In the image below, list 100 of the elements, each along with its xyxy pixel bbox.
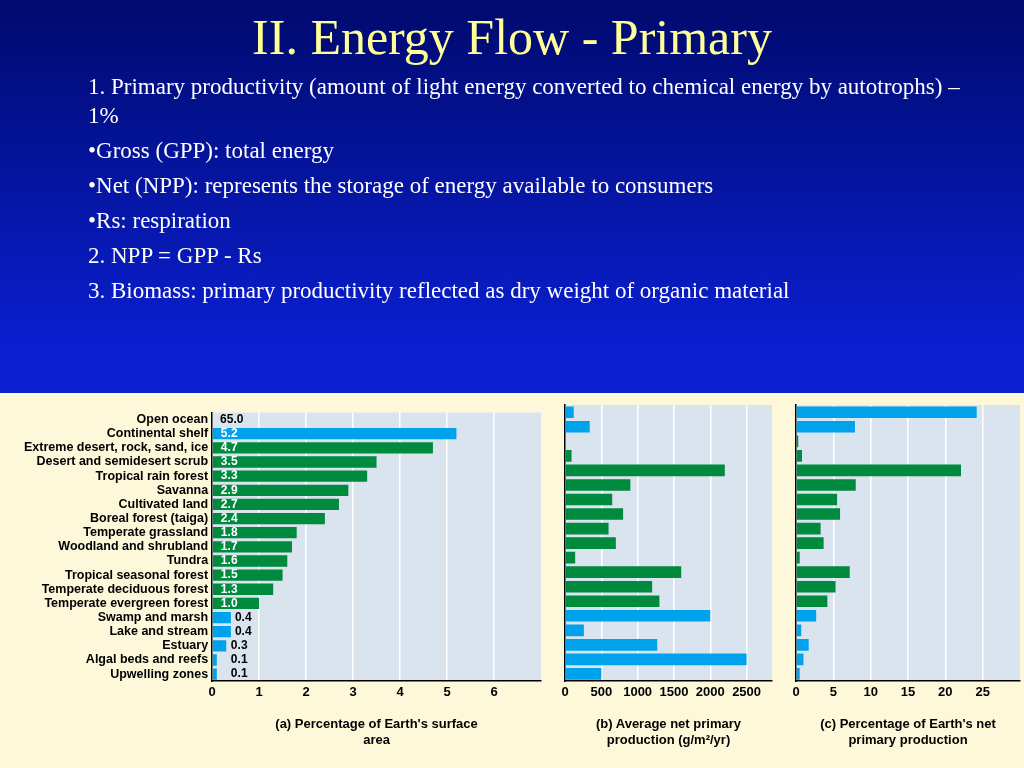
x-tick-label: 1500	[659, 683, 689, 699]
y-tick-label: Tropical rain forest	[95, 468, 209, 483]
bar	[212, 640, 227, 652]
bar	[565, 639, 658, 651]
y-tick-label: Algal beds and reefs	[85, 652, 209, 667]
bar	[796, 493, 838, 506]
data-label: 2.7	[220, 496, 238, 511]
bar	[565, 551, 576, 564]
bar	[796, 537, 824, 549]
x-tick-label: 1000	[623, 683, 653, 699]
x-tick-label: 5	[829, 683, 837, 699]
bar	[796, 508, 841, 520]
bar	[212, 626, 231, 638]
bar	[565, 537, 616, 549]
data-label: 2.9	[220, 482, 238, 497]
y-tick-label: Woodland and shrubland	[58, 539, 209, 554]
x-tick-label: 2500	[732, 683, 762, 699]
y-tick-label: Estuary	[162, 638, 209, 653]
y-tick-label: Tundra	[166, 553, 210, 568]
chart-title: II. Energy Flow - Primary	[251, 8, 773, 66]
text: 1. Primary productivity (amount of light energy converted to chemical energy by autotrophs) – 1%	[88, 73, 961, 130]
data-label: 0.4	[234, 624, 252, 639]
bar	[796, 522, 821, 535]
y-tick-label: Temperate deciduous forest	[41, 581, 209, 596]
data-label: 5.2	[220, 426, 238, 441]
bar	[212, 442, 433, 454]
x-tick-label: 4	[396, 683, 405, 699]
y-tick-label: Tropical seasonal forest	[65, 567, 209, 582]
x-tick-label: 0	[208, 683, 216, 699]
bar	[565, 566, 682, 578]
x-tick-label: 0	[792, 683, 800, 699]
y-tick-label: Swamp and marsh	[97, 610, 209, 625]
data-label: 1.8	[220, 525, 238, 540]
x-axis-title: (b) Average net primary production (g/m²/yr)	[596, 716, 742, 747]
bar	[796, 464, 962, 477]
data-label: 0.4	[234, 609, 252, 624]
data-label: 0.1	[230, 652, 248, 667]
y-tick-label: Extreme desert, rock, sand, ice	[23, 440, 209, 455]
data-label: 1.6	[220, 553, 238, 568]
bar	[796, 420, 855, 433]
bar	[796, 580, 836, 593]
y-tick-label: Cultivated land	[118, 496, 209, 511]
x-tick-label: 15	[900, 683, 916, 699]
bar	[565, 522, 609, 535]
data-label: 3.3	[220, 468, 238, 483]
bar	[565, 493, 613, 506]
bar	[796, 406, 977, 419]
bar	[212, 541, 292, 553]
data-label: 0.1	[230, 666, 248, 681]
bar	[565, 508, 624, 520]
y-tick-label: Savanna	[156, 482, 210, 497]
bar	[212, 428, 457, 440]
data-label: 4.7	[220, 440, 238, 455]
text: •Net (NPP): represents the storage of energy available to consumers	[88, 172, 715, 200]
bar	[212, 512, 325, 525]
bar	[565, 464, 725, 477]
bar	[212, 456, 377, 468]
bar	[565, 624, 584, 637]
text: •Gross (GPP): total energy	[88, 137, 335, 165]
bar	[565, 479, 631, 491]
x-tick-label: 500	[590, 683, 613, 699]
text: 65.0	[220, 411, 244, 426]
x-tick-label: 0	[561, 683, 569, 699]
y-tick-label: Desert and semidesert scrub	[36, 454, 209, 469]
data-label: 2.4	[220, 510, 238, 525]
bar	[212, 668, 217, 680]
bar	[565, 580, 653, 593]
bar	[565, 420, 590, 433]
x-tick-label: 25	[975, 683, 990, 699]
bar	[796, 450, 802, 462]
y-tick-label: Temperate evergreen forest	[44, 595, 209, 610]
data-label: 0.3	[230, 638, 248, 653]
data-label: 3.5	[220, 454, 238, 469]
y-tick-label: Continental shelf	[106, 426, 209, 441]
y-tick-label: Lake and stream	[109, 624, 209, 639]
bar	[796, 479, 856, 491]
x-tick-label: 2000	[695, 683, 725, 699]
x-tick-label: 1	[255, 683, 263, 699]
bar	[796, 639, 809, 651]
data-label: 1.0	[220, 595, 238, 610]
bar	[212, 555, 288, 567]
data-label: 1.7	[220, 539, 238, 554]
bar	[565, 406, 574, 419]
bar	[212, 569, 283, 581]
y-tick-label: Upwelling zones	[110, 666, 209, 681]
bar	[796, 551, 800, 564]
bar	[796, 595, 828, 608]
x-axis-title: (a) Percentage of Earth's surface area	[275, 716, 478, 747]
bar	[212, 611, 231, 624]
bar	[565, 668, 602, 680]
data-label: 1.3	[220, 581, 238, 596]
bar	[212, 484, 349, 496]
x-tick-label: 10	[863, 683, 878, 699]
text: •Rs: respiration	[88, 207, 232, 235]
bar	[565, 595, 660, 608]
x-axis-title: (c) Percentage of Earth's net primary production	[820, 716, 997, 747]
bar	[796, 566, 850, 578]
bar	[796, 668, 800, 680]
data-label: 1.5	[220, 567, 238, 582]
x-tick-label: 20	[938, 683, 953, 699]
